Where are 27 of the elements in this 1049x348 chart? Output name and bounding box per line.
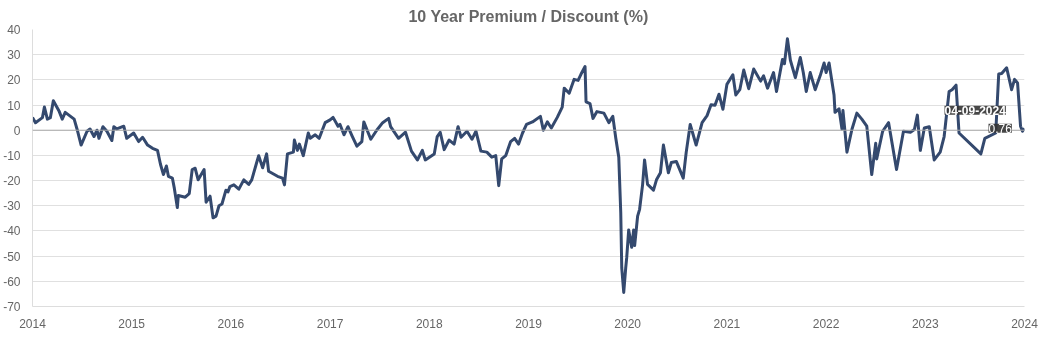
y-tick-label: 10 — [7, 98, 21, 113]
chart-title: 10 Year Premium / Discount (%) — [408, 7, 649, 25]
x-tick-label: 2021 — [713, 316, 741, 331]
y-tick-label: -50 — [3, 249, 21, 264]
y-tick-label: 30 — [7, 48, 21, 63]
y-tick-label: -20 — [3, 174, 21, 189]
y-tick-label: -60 — [3, 274, 21, 289]
x-tick-label: 2018 — [415, 316, 443, 331]
y-tick-label: 0 — [13, 123, 21, 138]
y-tick-label: -70 — [3, 300, 21, 314]
line-series — [32, 37, 1025, 294]
x-tick-label: 2014 — [19, 316, 47, 331]
x-tick-label: 2017 — [316, 316, 344, 331]
x-tick-label: 2020 — [614, 316, 642, 331]
x-tick-label: 2022 — [812, 316, 840, 331]
y-tick-label: 20 — [7, 73, 21, 88]
annotation: 0.76 — [988, 121, 1013, 136]
x-tick-label: 2023 — [911, 316, 939, 331]
x-tick-label: 2019 — [515, 316, 543, 331]
y-tick-label: -30 — [3, 199, 21, 214]
y-tick-label: -40 — [3, 224, 21, 239]
y-tick-label: 40 — [7, 23, 21, 37]
x-tick-label: 2024 — [1011, 316, 1039, 331]
annotation: 04-09-2024 — [944, 103, 1007, 118]
x-tick-label: 2015 — [118, 316, 146, 331]
y-tick-label: -10 — [3, 148, 21, 163]
x-tick-label: 2016 — [217, 316, 245, 331]
